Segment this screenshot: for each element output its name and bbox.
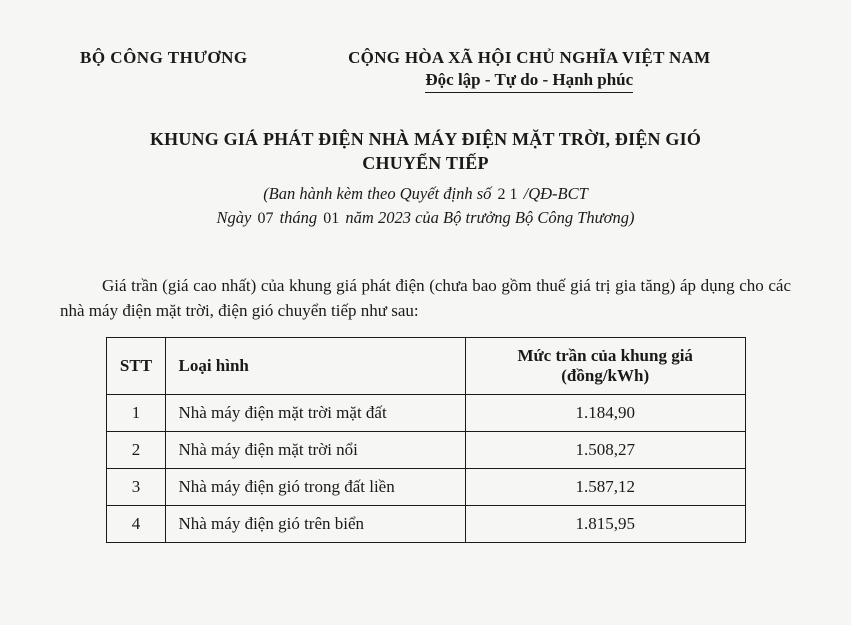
th-price: Mức trần của khung giá (đồng/kWh) xyxy=(465,338,745,395)
price-table: STT Loại hình Mức trần của khung giá (đồ… xyxy=(106,337,746,543)
cell-stt: 1 xyxy=(106,395,166,432)
th-type: Loại hình xyxy=(166,338,465,395)
cell-stt: 4 xyxy=(106,506,166,543)
body-paragraph: Giá trần (giá cao nhất) của khung giá ph… xyxy=(60,274,791,323)
title-block: KHUNG GIÁ PHÁT ĐIỆN NHÀ MÁY ĐIỆN MẶT TRỜ… xyxy=(60,127,791,230)
republic-line1: CỘNG HÒA XÃ HỘI CHỦ NGHĨA VIỆT NAM xyxy=(268,48,791,68)
table-row: 1Nhà máy điện mặt trời mặt đất1.184,90 xyxy=(106,395,745,432)
ministry-name: BỘ CÔNG THƯƠNG xyxy=(60,48,248,68)
document-header: BỘ CÔNG THƯƠNG CỘNG HÒA XÃ HỘI CHỦ NGHĨA… xyxy=(60,48,791,93)
decision-number: 2 1 xyxy=(496,186,520,203)
cell-type: Nhà máy điện mặt trời mặt đất xyxy=(166,395,465,432)
title-line1: KHUNG GIÁ PHÁT ĐIỆN NHÀ MÁY ĐIỆN MẶT TRỜ… xyxy=(60,127,791,151)
republic-block: CỘNG HÒA XÃ HỘI CHỦ NGHĨA VIỆT NAM Độc l… xyxy=(268,48,791,93)
sub-line2a: Ngày xyxy=(216,208,251,227)
table-row: 3Nhà máy điện gió trong đất liền1.587,12 xyxy=(106,469,745,506)
cell-type: Nhà máy điện mặt trời nổi xyxy=(166,432,465,469)
cell-type: Nhà máy điện gió trên biển xyxy=(166,506,465,543)
issue-month: 01 xyxy=(321,210,341,227)
cell-stt: 3 xyxy=(106,469,166,506)
table-row: 2Nhà máy điện mặt trời nổi1.508,27 xyxy=(106,432,745,469)
decision-suffix: /QĐ-BCT xyxy=(524,184,588,203)
cell-price: 1.815,95 xyxy=(465,506,745,543)
cell-price: 1.508,27 xyxy=(465,432,745,469)
cell-price: 1.184,90 xyxy=(465,395,745,432)
sub-line2c: năm 2023 của Bộ trưởng Bộ Công Thương) xyxy=(345,208,634,227)
sub-line2b: tháng xyxy=(280,208,318,227)
issue-day: 07 xyxy=(255,210,275,227)
subtitle: (Ban hành kèm theo Quyết định số 2 1 /QĐ… xyxy=(60,182,791,230)
table-header-row: STT Loại hình Mức trần của khung giá (đồ… xyxy=(106,338,745,395)
th-stt: STT xyxy=(106,338,166,395)
title-line2: CHUYỂN TIẾP xyxy=(60,151,791,175)
table-row: 4Nhà máy điện gió trên biển1.815,95 xyxy=(106,506,745,543)
cell-stt: 2 xyxy=(106,432,166,469)
cell-price: 1.587,12 xyxy=(465,469,745,506)
cell-type: Nhà máy điện gió trong đất liền xyxy=(166,469,465,506)
republic-line2: Độc lập - Tự do - Hạnh phúc xyxy=(425,70,633,93)
subtitle-prefix: (Ban hành kèm theo Quyết định số xyxy=(263,184,491,203)
